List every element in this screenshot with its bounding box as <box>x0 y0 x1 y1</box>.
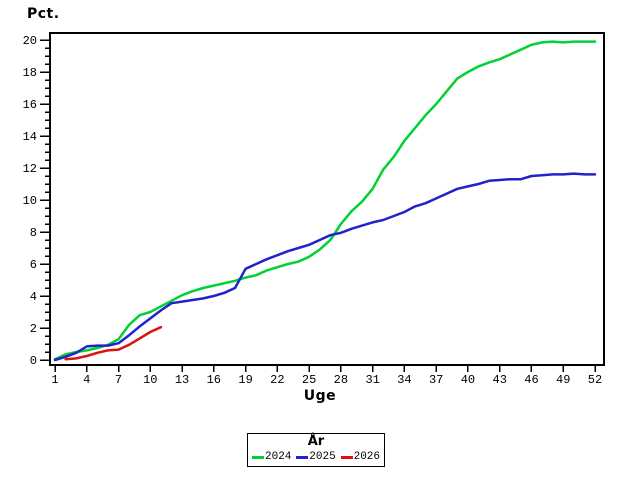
y-tick-label: 20 <box>23 34 37 48</box>
x-axis-title: Uge <box>303 388 337 404</box>
legend-line-2026-icon <box>340 455 353 459</box>
x-tick-label: 28 <box>334 373 348 387</box>
x-tick-label: 37 <box>429 373 443 387</box>
x-tick-label: 31 <box>365 373 379 387</box>
series-line-2026 <box>64 325 163 361</box>
legend-label-2025: 2025 <box>309 451 336 463</box>
series-line-2024 <box>53 40 597 361</box>
x-tick-label: 13 <box>175 373 189 387</box>
legend-line-2024-icon <box>252 455 264 459</box>
y-tick-label: 18 <box>23 66 37 80</box>
x-tick-label: 34 <box>397 373 411 387</box>
x-tick-label: 52 <box>588 373 602 387</box>
y-tick-label: 4 <box>30 290 37 304</box>
legend-items: 2024 2025 2026 <box>252 451 380 463</box>
x-tick-label: 19 <box>238 373 252 387</box>
legend-line-2025-icon <box>296 455 309 459</box>
x-tick-label: 10 <box>143 373 157 387</box>
y-axis: 0 2 4 6 8 10 12 14 16 18 20 <box>23 34 50 368</box>
legend-item-2025: 2025 <box>296 451 336 463</box>
y-tick-label: 12 <box>23 162 37 176</box>
legend-label-2026: 2026 <box>353 451 380 463</box>
legend: År 2024 2025 2026 <box>247 433 385 467</box>
y-tick-label: 6 <box>30 258 37 272</box>
y-tick-label: 2 <box>30 322 37 336</box>
legend-item-2026: 2026 <box>340 451 380 463</box>
x-axis: 1 4 7 10 13 16 19 22 25 28 31 34 37 40 43 46 49 52 <box>51 365 602 387</box>
legend-label-2024: 2024 <box>265 451 292 463</box>
x-tick-label: 7 <box>115 373 122 387</box>
y-tick-label: 16 <box>23 98 37 112</box>
x-tick-label: 43 <box>493 373 507 387</box>
y-axis-title: Pct. <box>27 6 60 22</box>
y-tick-label: 14 <box>23 130 37 144</box>
x-tick-label: 25 <box>302 373 316 387</box>
plot-border <box>49 32 605 366</box>
x-tick-label: 22 <box>270 373 284 387</box>
legend-title: År <box>307 434 325 449</box>
x-tick-label: 4 <box>83 373 90 387</box>
legend-item-2024: 2024 <box>252 451 291 463</box>
x-tick-label: 46 <box>524 373 538 387</box>
y-tick-label: 10 <box>23 194 37 208</box>
y-tick-label: 0 <box>30 354 37 368</box>
x-tick-label: 1 <box>51 373 58 387</box>
series-line-2025 <box>53 172 597 362</box>
y-tick-label: 8 <box>30 226 37 240</box>
x-tick-label: 16 <box>207 373 221 387</box>
x-tick-label: 40 <box>461 373 475 387</box>
x-tick-label: 49 <box>556 373 570 387</box>
